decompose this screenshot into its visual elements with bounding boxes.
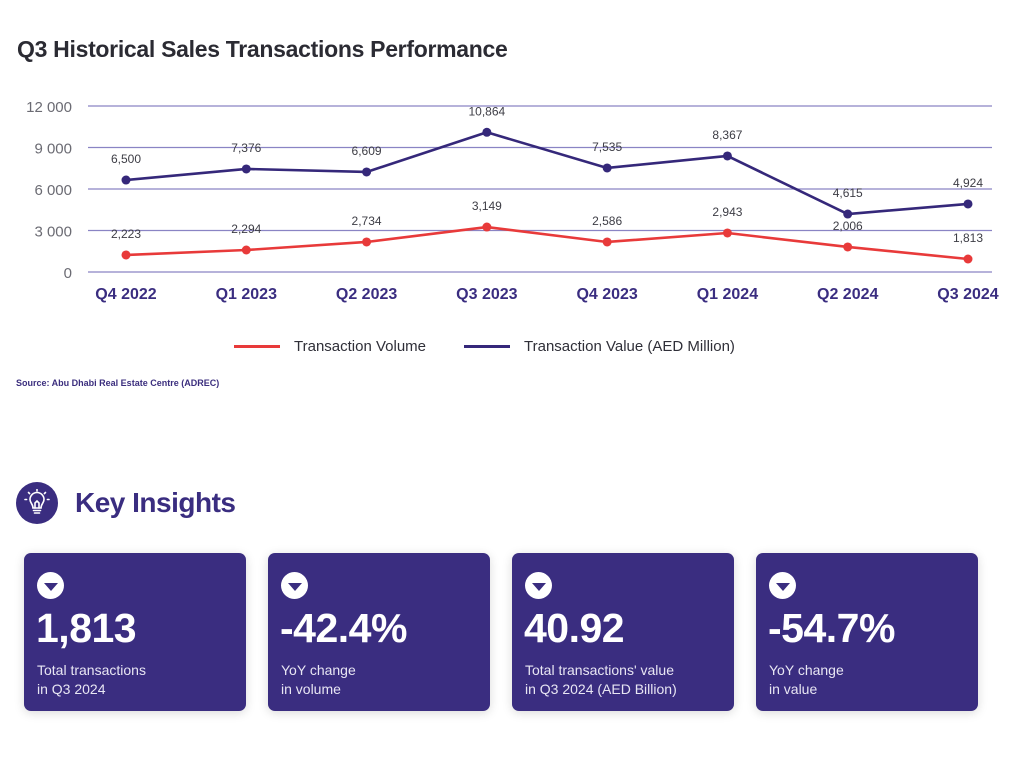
y-tick-label: 9 000 (34, 141, 72, 158)
legend-swatch-value (464, 345, 511, 348)
x-tick-label: Q2 2024 (817, 286, 878, 303)
card-label: YoY change in value (769, 662, 844, 697)
data-point-volume (362, 237, 372, 247)
legend-swatch-volume (234, 345, 280, 348)
card-label: YoY change in volume (281, 662, 356, 697)
y-tick-label: 3 000 (34, 224, 72, 241)
data-label-volume: 3,149 (472, 199, 502, 213)
data-point-value (843, 209, 853, 219)
insight-card-total-value: 40.92 Total transactions' value in Q3 20… (512, 553, 734, 711)
y-tick-label: 0 (64, 265, 72, 282)
data-point-volume (602, 237, 612, 247)
data-point-volume (241, 245, 251, 255)
data-point-value (241, 164, 251, 174)
data-point-volume (482, 222, 492, 232)
data-label-value: 4,615 (833, 186, 863, 200)
line-chart: 0 3 000 6 000 9 000 12 000 Q4 2022 Q1 2023 Q2 2… (26, 99, 999, 303)
series-line-volume (125, 225, 969, 261)
card-label: Total transactions' value in Q3 2024 (AE… (525, 662, 677, 697)
data-label-value: 6,500 (111, 152, 141, 166)
legend-item-value: Transaction Value (AED Million) (464, 338, 735, 355)
x-tick-label: Q1 2024 (697, 286, 758, 303)
data-label-value: 10,864 (469, 104, 506, 118)
data-point-volume (121, 250, 131, 260)
card-value: 40.92 (524, 605, 625, 651)
x-tick-label: Q4 2022 (95, 286, 156, 303)
legend-label-value: Transaction Value (AED Million) (524, 338, 735, 355)
data-label-value: 4,924 (953, 176, 983, 190)
data-label-value: 8,367 (712, 128, 742, 142)
data-point-value (602, 163, 612, 173)
insight-card-yoy-value: -54.7% YoY change in value (756, 553, 978, 711)
down-triangle-icon (37, 572, 64, 599)
y-tick-label: 12 000 (26, 99, 72, 116)
data-point-value (362, 167, 372, 177)
data-point-value (482, 127, 492, 137)
insight-cards: 1,813 Total transactions in Q3 2024 -42.… (24, 553, 1000, 711)
source-note: Source: Abu Dhabi Real Estate Centre (AD… (16, 378, 220, 388)
data-label-volume: 2,586 (592, 214, 622, 228)
data-point-volume (722, 228, 732, 238)
x-tick-label: Q3 2023 (456, 286, 517, 303)
data-point-volume (843, 242, 853, 252)
data-label-volume: 2,943 (712, 205, 742, 219)
data-label-value: 6,609 (352, 144, 382, 158)
data-label-volume: 2,006 (833, 219, 863, 233)
legend-item-volume: Transaction Volume (234, 338, 426, 355)
series-line-value (125, 130, 969, 216)
data-point-value (121, 175, 131, 185)
down-triangle-icon (525, 572, 552, 599)
x-tick-label: Q4 2023 (576, 286, 637, 303)
card-value: -54.7% (768, 605, 895, 651)
card-label: Total transactions in Q3 2024 (37, 662, 146, 697)
chart-legend: Transaction Volume Transaction Value (AE… (234, 338, 773, 355)
data-label-volume: 2,223 (111, 227, 141, 241)
data-label-value: 7,376 (231, 141, 261, 155)
x-tick-label: Q1 2023 (216, 286, 277, 303)
x-tick-label: Q3 2024 (937, 286, 998, 303)
card-value: 1,813 (36, 605, 137, 651)
chart-title: Q3 Historical Sales Transactions Perform… (17, 36, 508, 62)
data-point-value (963, 199, 973, 209)
data-point-value (722, 151, 732, 161)
x-tick-label: Q2 2023 (336, 286, 397, 303)
data-label-volume: 2,294 (231, 222, 261, 236)
down-triangle-icon (281, 572, 308, 599)
y-tick-label: 6 000 (34, 182, 72, 199)
insights-title: Key Insights (75, 487, 236, 518)
insight-card-yoy-volume: -42.4% YoY change in volume (268, 553, 490, 711)
data-label-volume: 2,734 (352, 214, 382, 228)
data-label-volume: 1,813 (953, 231, 983, 245)
data-point-volume (963, 254, 973, 264)
down-triangle-icon (769, 572, 796, 599)
insight-card-total-transactions: 1,813 Total transactions in Q3 2024 (24, 553, 246, 711)
legend-label-volume: Transaction Volume (294, 338, 427, 355)
insights-header: Key Insights (16, 482, 236, 524)
card-value: -42.4% (280, 605, 407, 651)
lightbulb-icon (16, 482, 58, 524)
data-label-value: 7,535 (592, 140, 622, 154)
